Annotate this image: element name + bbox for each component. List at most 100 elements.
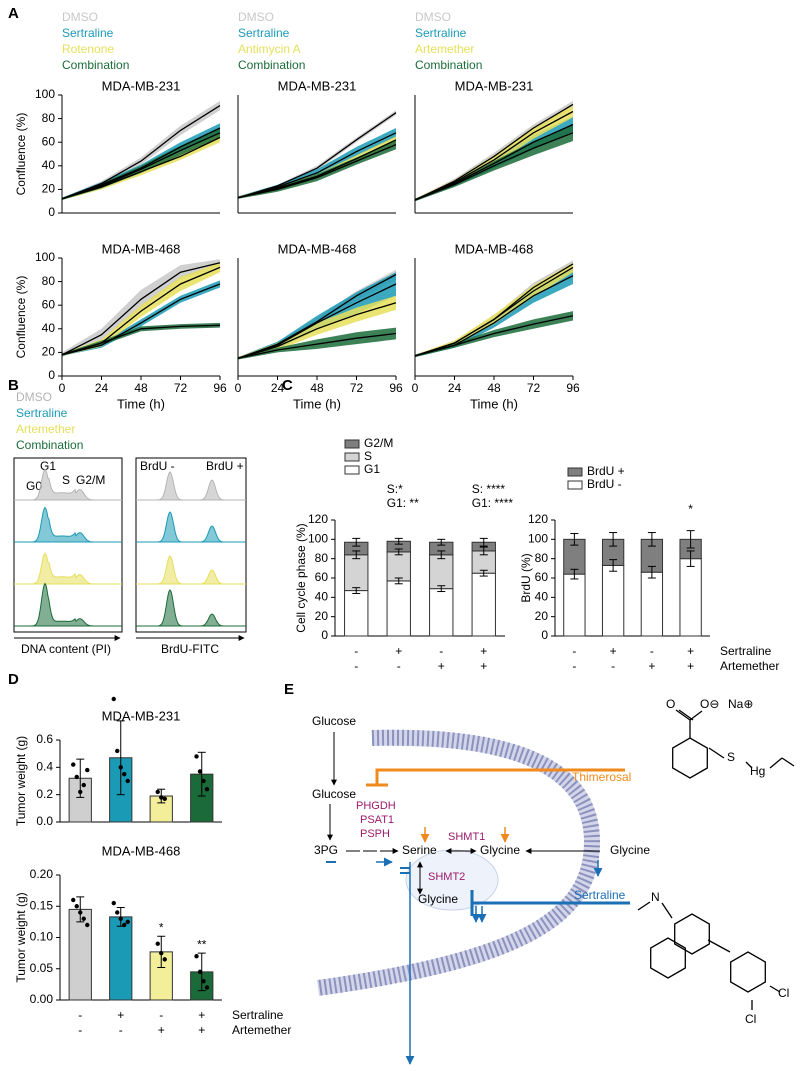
peak-label: G1 xyxy=(40,459,56,473)
x-tick-label: 0 xyxy=(59,381,66,395)
x-tick-label: 48 xyxy=(134,381,148,395)
legend-swatch xyxy=(344,465,360,475)
chart-title: MDA-MB-468 xyxy=(102,241,181,256)
data-point xyxy=(159,950,164,956)
x-axis-label: Time (h) xyxy=(293,396,341,411)
y-tick-label: 0.6 xyxy=(36,732,53,746)
legend-label: Combination xyxy=(62,58,129,72)
metabolite: Glucose xyxy=(312,787,356,801)
x-axis-label: Time (h) xyxy=(117,396,165,411)
bond xyxy=(689,710,703,721)
data-point xyxy=(85,767,90,773)
y-tick-label: 0 xyxy=(48,205,55,219)
treatment-mark: + xyxy=(198,1023,205,1037)
treatment-mark: - xyxy=(572,644,576,658)
legend-label: DMSO xyxy=(16,390,52,404)
enzyme: PSAT1 xyxy=(360,814,394,826)
line xyxy=(237,273,397,359)
legend-label: Sertraline xyxy=(415,26,467,40)
ring xyxy=(674,913,710,955)
band xyxy=(62,128,220,200)
membrane-lipids xyxy=(316,729,601,996)
y-axis-label: Cell cycle phase (%) xyxy=(294,523,308,632)
bar-segment xyxy=(429,588,454,637)
bar-segment xyxy=(640,571,664,637)
treatment-mark: - xyxy=(439,644,443,658)
legend-label: Rotenone xyxy=(62,42,114,56)
bar-segment xyxy=(471,572,496,637)
band xyxy=(238,272,396,360)
band xyxy=(62,123,220,200)
y-tick-label: 40 xyxy=(42,158,56,172)
atom: O xyxy=(666,697,675,711)
panel-e: Glucose Glucose PHGDH PSAT1 PSPH 3PG Ser… xyxy=(312,697,795,1065)
x-tick-label: 96 xyxy=(213,381,227,395)
histogram xyxy=(14,552,122,585)
y-tick-label: 20 xyxy=(42,345,56,359)
treatment-name: Sertraline xyxy=(720,644,772,658)
chart-title: MDA-MB-231 xyxy=(278,78,357,93)
line xyxy=(414,132,574,201)
data-point xyxy=(81,782,86,788)
peak-label: BrdU - xyxy=(140,459,175,473)
drug-label: Sertraline xyxy=(574,888,626,902)
significance: G1: ** xyxy=(387,496,419,510)
histogram xyxy=(14,506,122,543)
treatment-mark: - xyxy=(572,659,576,673)
drug-label: Thimerosal xyxy=(572,770,631,784)
sertraline-structure xyxy=(637,901,781,1010)
atom: Na⊕ xyxy=(728,697,753,711)
treatment-mark: + xyxy=(610,644,617,658)
bar-segment xyxy=(386,551,411,582)
data-point xyxy=(118,916,123,921)
data-point xyxy=(122,771,127,777)
line xyxy=(61,262,221,356)
data-point xyxy=(194,754,199,759)
line xyxy=(237,112,397,199)
legend-label: Combination xyxy=(415,58,482,72)
y-tick-label: 120 xyxy=(308,512,328,526)
histogram xyxy=(136,471,246,501)
treatment-mark: - xyxy=(354,659,358,673)
x-tick-label: 0 xyxy=(412,381,419,395)
y-tick-label: 100 xyxy=(35,250,55,264)
ring xyxy=(650,937,686,979)
histogram xyxy=(136,589,246,627)
y-axis-label: Confluence (%) xyxy=(14,113,28,196)
line xyxy=(61,324,221,356)
legend-label: DMSO xyxy=(415,10,451,24)
data-point xyxy=(125,919,130,925)
bar-segment xyxy=(563,573,586,637)
data-point xyxy=(118,765,123,770)
data-point xyxy=(111,696,116,702)
panel-b: G0 G1 S G2/M BrdU - BrdU + DNA content (… xyxy=(13,390,247,656)
peak-label: G2/M xyxy=(76,473,105,487)
treatment-mark: + xyxy=(438,659,445,673)
bar-segment xyxy=(344,590,369,637)
treatment-mark: - xyxy=(119,1023,123,1037)
data-point xyxy=(85,922,90,928)
band xyxy=(62,262,220,356)
y-tick-label: 60 xyxy=(42,134,56,148)
metabolite: Glucose xyxy=(312,714,356,728)
legend-label: Sertraline xyxy=(238,26,290,40)
data-point xyxy=(201,778,206,784)
histogram xyxy=(136,511,246,543)
x-tick-label: 0 xyxy=(235,381,242,395)
x-tick-label: 48 xyxy=(310,381,324,395)
line xyxy=(61,132,221,200)
y-tick-label: 0.00 xyxy=(30,992,54,1006)
bond xyxy=(637,901,651,911)
data-point xyxy=(197,769,203,774)
band xyxy=(415,260,573,358)
atom: Cl xyxy=(778,986,789,1000)
enzyme: PHGDH xyxy=(356,800,396,812)
histogram-frame xyxy=(135,457,247,633)
line xyxy=(237,144,397,199)
x-tick-label: 24 xyxy=(448,381,462,395)
metabolite: Glycine xyxy=(610,843,650,857)
y-axis-label: BrdU (%) xyxy=(519,553,533,602)
panel-label: C xyxy=(282,377,293,394)
treatment-name: Artemether xyxy=(232,1023,291,1037)
legend-label: DMSO xyxy=(62,10,98,24)
